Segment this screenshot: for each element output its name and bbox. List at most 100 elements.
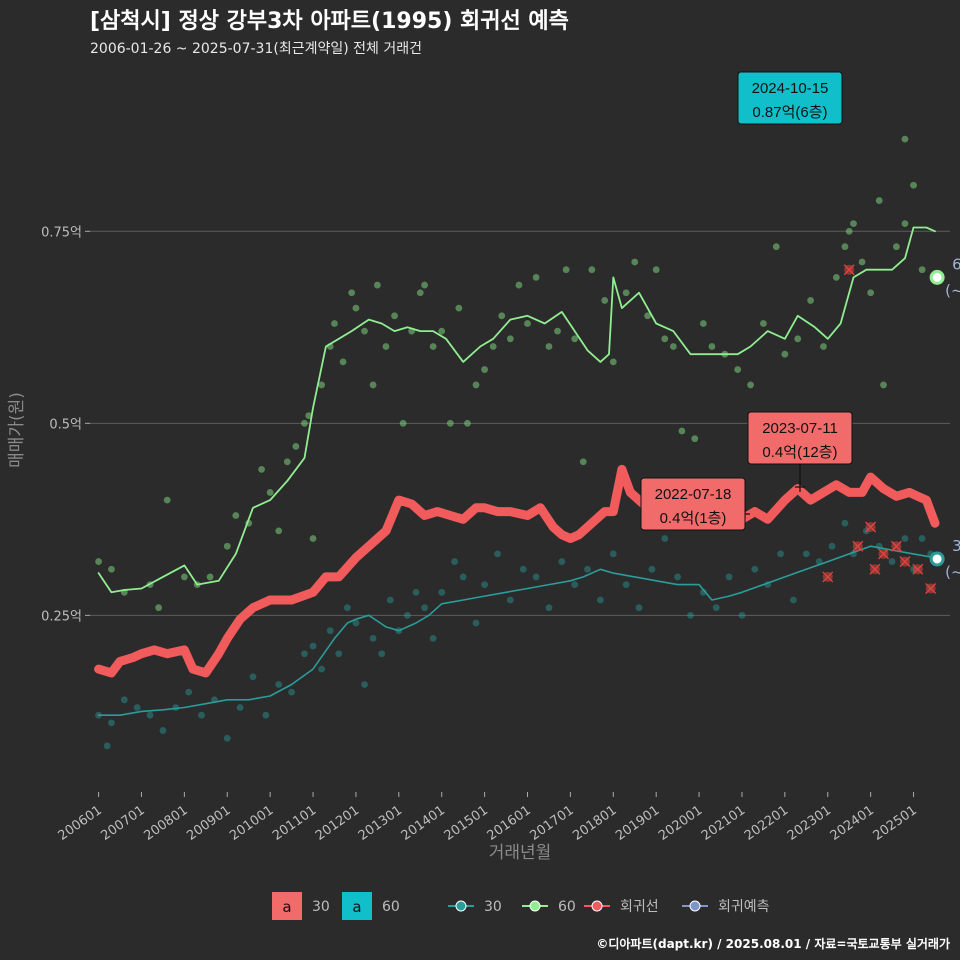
annotation-date: 2023-07-11 (762, 420, 838, 437)
scatter-point-30 (712, 604, 720, 612)
scatter-point-30 (438, 588, 446, 596)
outlier-x-marker (899, 556, 911, 568)
scatter-point-60 (845, 227, 853, 235)
x-tick-label: 202501 (871, 803, 920, 844)
legend-fill-key (342, 892, 372, 920)
scatter-point-60 (455, 304, 463, 312)
series-line-60 (97, 226, 936, 594)
series-end-point (929, 551, 945, 567)
scatter-point-60 (644, 312, 652, 320)
y-tick-label: 0.25억 (41, 609, 82, 624)
scatter-point-60 (652, 266, 660, 274)
scatter-point-60 (331, 320, 338, 327)
y-axis-title: 매매가(원) (7, 392, 27, 468)
scatter-point-60 (631, 258, 639, 266)
legend-fill-label: 60 (382, 899, 400, 915)
scatter-point-30 (571, 581, 579, 589)
scatter-point-60 (918, 266, 926, 274)
scatter-point-60 (155, 604, 163, 612)
x-tick-label: 201101 (270, 803, 319, 844)
x-tick-label: 202301 (785, 803, 834, 844)
x-tick-label: 202101 (699, 803, 748, 844)
scatter-point-30 (622, 581, 630, 589)
scatter-point-30 (609, 550, 617, 558)
scatter-point-60 (348, 289, 356, 297)
scatter-point-30 (558, 558, 566, 565)
x-tick-label: 202401 (828, 803, 877, 844)
scatter-point-30 (790, 596, 797, 604)
series-end-point (929, 269, 945, 285)
scatter-point-30 (532, 573, 540, 581)
annotation-value: 0.87억(6층) (752, 104, 827, 121)
scatter-point-60 (910, 181, 917, 189)
end-value-label: 3,234 (952, 537, 960, 555)
scatter-point-30 (309, 642, 317, 650)
outlier-markers (822, 264, 937, 594)
scatter-point-30 (841, 519, 849, 527)
scatter-point-60 (669, 343, 677, 350)
scatter-point-60 (206, 573, 214, 581)
scatter-point-30 (472, 619, 480, 627)
scatter-point-30 (120, 696, 128, 704)
scatter-point-60 (399, 419, 407, 427)
scatter-point-60 (609, 358, 617, 366)
x-tick-label: 200601 (56, 803, 105, 844)
x-tick-label: 201501 (442, 803, 491, 844)
scatter-points (95, 135, 935, 750)
scatter-point-30 (459, 573, 467, 581)
x-tick-label: 202001 (656, 803, 705, 844)
scatter-point-60 (708, 343, 716, 350)
series-line-regression (94, 464, 940, 678)
scatter-point-30 (828, 542, 836, 550)
x-tick-label: 201401 (399, 803, 448, 844)
annotation-value: 0.4억(1층) (660, 510, 727, 527)
scatter-point-60 (850, 220, 857, 228)
scatter-point-60 (438, 327, 446, 335)
scatter-point-60 (807, 297, 814, 304)
annotation-date: 2024-10-15 (752, 80, 829, 97)
x-tick-label: 200701 (98, 803, 147, 844)
annotation-value: 0.4억(12층) (762, 444, 837, 461)
annotation-box (640, 477, 746, 531)
legend-line-dot (529, 900, 541, 912)
scatter-point-30 (404, 611, 411, 619)
legend-line-dot (455, 900, 467, 912)
scatter-point-60 (772, 243, 780, 251)
scatter-point-30 (223, 734, 231, 742)
scatter-point-60 (391, 312, 398, 320)
scatter-point-60 (429, 343, 437, 350)
outlier-x-marker (852, 540, 864, 552)
scatter-point-60 (472, 381, 480, 389)
scatter-point-60 (163, 496, 171, 504)
scatter-point-30 (335, 650, 343, 658)
scatter-point-60 (95, 558, 102, 565)
scatter-point-60 (309, 535, 317, 542)
scatter-point-60 (498, 312, 506, 320)
annotations: 6,900 (~60㎡) 3,234 (~30㎡) 2024-10-15 0.87억(6층… (640, 71, 960, 581)
y-tick-label: 0.75억 (41, 225, 82, 240)
scatter-point-60 (318, 381, 326, 389)
scatter-point-60 (292, 442, 300, 450)
scatter-point-60 (867, 289, 875, 297)
scatter-point-60 (734, 366, 742, 373)
end-unit-label: (~60㎡) (945, 281, 960, 299)
scatter-point-60 (901, 220, 909, 228)
legend-line-label: 회귀선 (620, 899, 659, 915)
scatter-point-60 (832, 273, 840, 281)
legend-line-label: 60 (558, 899, 576, 915)
y-tick-label: 0.5억 (49, 417, 82, 432)
scatter-point-60 (464, 419, 471, 427)
x-tick-label: 201301 (356, 803, 405, 844)
scatter-point-60 (506, 335, 514, 343)
scatter-point-60 (781, 350, 789, 358)
scatter-point-60 (858, 258, 866, 266)
scatter-point-60 (446, 419, 454, 427)
scatter-point-60 (880, 381, 887, 389)
scatter-point-60 (416, 289, 424, 297)
outlier-x-marker (822, 571, 834, 583)
scatter-point-60 (524, 320, 531, 327)
scatter-point-30 (236, 704, 244, 711)
scatter-point-60 (892, 243, 900, 251)
outlier-x-marker (843, 264, 855, 276)
scatter-point-30 (159, 727, 167, 734)
